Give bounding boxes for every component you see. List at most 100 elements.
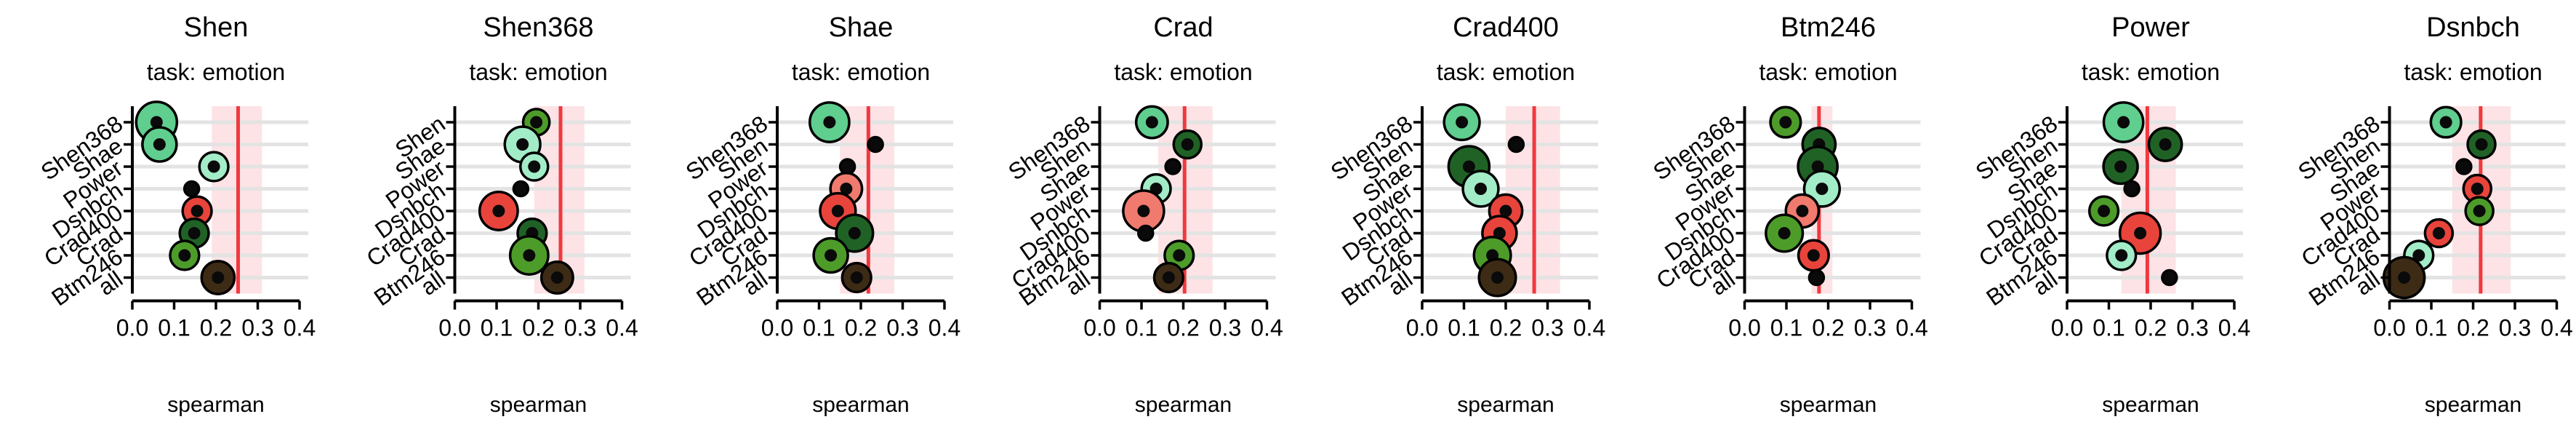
data-point-center xyxy=(1162,271,1175,284)
data-point-center xyxy=(2134,227,2147,239)
data-point-center xyxy=(2398,271,2411,284)
panel-subtitle: task: emotion xyxy=(147,59,285,85)
panel-subtitle: task: emotion xyxy=(469,59,607,85)
data-point-center xyxy=(840,183,853,195)
data-point-center xyxy=(188,227,201,239)
x-tick-label: 0.3 xyxy=(241,315,273,341)
data-point-center xyxy=(1815,183,1829,195)
x-tick-label: 0.2 xyxy=(2457,315,2489,341)
panel-title: Dsnbch xyxy=(2426,12,2520,43)
data-point-center xyxy=(824,249,838,262)
x-axis-label: spearman xyxy=(1135,393,1232,417)
data-point-center xyxy=(514,183,527,195)
data-point-center xyxy=(869,138,882,151)
data-point-center xyxy=(1499,204,1512,218)
data-point-center xyxy=(1796,204,1809,218)
x-tick-label: 0.4 xyxy=(1251,315,1283,341)
x-tick-label: 0.1 xyxy=(158,315,190,341)
data-point-center xyxy=(1137,204,1150,218)
x-tick-label: 0.3 xyxy=(2176,315,2208,341)
x-axis-label: spearman xyxy=(490,393,587,417)
panel-subtitle: task: emotion xyxy=(792,59,930,85)
x-axis-label: spearman xyxy=(1457,393,1554,417)
x-tick-label: 0.3 xyxy=(1854,315,1886,341)
x-tick-label: 0.0 xyxy=(2051,315,2083,341)
x-axis-label: spearman xyxy=(812,393,909,417)
data-point-center xyxy=(1456,116,1469,129)
x-tick-label: 0.1 xyxy=(2415,315,2447,341)
data-point-center xyxy=(2457,160,2471,173)
x-tick-label: 0.1 xyxy=(1448,315,1480,341)
data-point-center xyxy=(1145,116,1158,129)
data-point-center xyxy=(550,271,563,284)
x-tick-label: 0.4 xyxy=(284,315,316,341)
data-point-center xyxy=(848,227,861,239)
data-point-center xyxy=(1811,160,1824,173)
data-point-center xyxy=(1509,138,1522,151)
data-point-center xyxy=(2125,183,2138,195)
x-tick-label: 0.2 xyxy=(845,315,877,341)
panel-title: Crad xyxy=(1153,12,1213,43)
x-tick-label: 0.4 xyxy=(2218,315,2250,341)
data-point-center xyxy=(1778,227,1791,239)
panel-subtitle: task: emotion xyxy=(2404,59,2542,85)
x-tick-label: 0.4 xyxy=(928,315,960,341)
x-tick-label: 0.3 xyxy=(1209,315,1241,341)
x-axis-label: spearman xyxy=(167,393,264,417)
data-point-center xyxy=(185,183,198,195)
x-axis-label: spearman xyxy=(1780,393,1877,417)
data-point-center xyxy=(2098,204,2111,218)
x-tick-label: 0.2 xyxy=(1490,315,1522,341)
x-tick-label: 0.1 xyxy=(2093,315,2124,341)
data-point-center xyxy=(823,116,836,129)
data-point-center xyxy=(2473,204,2486,218)
x-tick-label: 0.0 xyxy=(2373,315,2405,341)
data-point-center xyxy=(1173,249,1186,262)
x-tick-label: 0.0 xyxy=(1406,315,1438,341)
data-point-center xyxy=(150,116,163,129)
data-point-center xyxy=(528,160,541,173)
data-point-center xyxy=(1462,160,1475,173)
data-point-center xyxy=(207,160,220,173)
data-point-center xyxy=(1779,116,1792,129)
x-axis-label: spearman xyxy=(2102,393,2199,417)
x-tick-label: 0.3 xyxy=(564,315,596,341)
data-point-center xyxy=(2439,116,2452,129)
panel-subtitle: task: emotion xyxy=(1437,59,1575,85)
data-point-center xyxy=(2117,116,2130,129)
x-tick-label: 0.4 xyxy=(1895,315,1927,341)
panel-title: Btm246 xyxy=(1781,12,1876,43)
data-point-center xyxy=(212,271,225,284)
data-point-center xyxy=(1810,271,1823,284)
x-tick-label: 0.0 xyxy=(761,315,793,341)
data-point-center xyxy=(523,249,536,262)
data-point-center xyxy=(1139,227,1152,239)
x-tick-label: 0.2 xyxy=(522,315,554,341)
data-point-center xyxy=(2115,249,2128,262)
data-point-center xyxy=(1491,271,1504,284)
data-point-center xyxy=(2163,271,2176,284)
data-point-center xyxy=(2475,138,2488,151)
data-point-center xyxy=(516,138,529,151)
panel-title: Shen368 xyxy=(483,12,593,43)
data-point-center xyxy=(1807,249,1820,262)
x-tick-label: 0.0 xyxy=(1728,315,1760,341)
x-tick-label: 0.1 xyxy=(1126,315,1157,341)
x-tick-label: 0.2 xyxy=(2135,315,2167,341)
x-tick-label: 0.1 xyxy=(481,315,513,341)
panel-title: Power xyxy=(2111,12,2190,43)
x-tick-label: 0.4 xyxy=(606,315,638,341)
x-tick-label: 0.2 xyxy=(1167,315,1199,341)
x-tick-label: 0.1 xyxy=(803,315,835,341)
data-point-center xyxy=(178,249,191,262)
x-tick-label: 0.2 xyxy=(200,315,232,341)
data-point-center xyxy=(190,204,204,218)
